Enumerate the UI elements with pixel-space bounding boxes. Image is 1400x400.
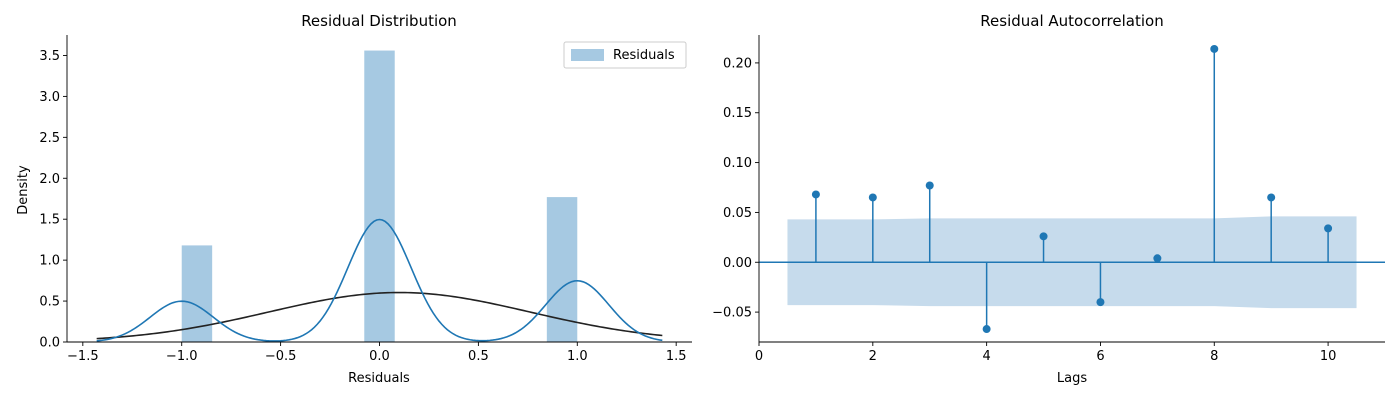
x-tick-label: 4 (982, 349, 990, 364)
histogram-bars (181, 50, 578, 343)
residual-autocorrelation-panel: Residual Autocorrelation 0 2 4 6 8 10 −0.05 0.… (712, 12, 1385, 386)
y-tick-label: 1.5 (39, 213, 60, 228)
chart-title: Residual Distribution (301, 12, 457, 30)
x-tick-label: 0.5 (468, 349, 489, 364)
y-tick-label: 0.20 (723, 56, 752, 71)
stem-marker (1039, 232, 1048, 241)
y-tick-label: 3.0 (39, 90, 60, 105)
x-tick-label: 1.5 (666, 349, 687, 364)
chart-title: Residual Autocorrelation (980, 12, 1163, 30)
histogram-bar (364, 50, 395, 343)
stem-marker (925, 181, 934, 190)
stem-marker (868, 193, 877, 202)
x-tick-label: −0.5 (265, 349, 297, 364)
normal-fit-line (96, 291, 663, 340)
stem-marker (1210, 44, 1219, 53)
density-lines (96, 218, 663, 342)
stem-marker (982, 325, 991, 334)
y-tick-label: 2.0 (39, 172, 60, 187)
y-tick-label: 3.5 (39, 49, 60, 64)
y-axis-ticks: 0.0 0.5 1.0 1.5 2.0 2.5 3.0 3.5 (39, 49, 67, 351)
x-tick-label: 10 (1320, 349, 1337, 364)
x-tick-label: −1.0 (166, 349, 198, 364)
x-tick-label: 2 (869, 349, 877, 364)
y-tick-label: 0.15 (723, 106, 752, 121)
y-tick-label: 0.5 (39, 295, 60, 310)
kde-line (96, 218, 663, 342)
legend-swatch (571, 49, 604, 61)
x-tick-label: 6 (1096, 349, 1104, 364)
x-axis-label: Residuals (348, 371, 410, 386)
stem-marker (1153, 254, 1162, 263)
stem-marker (811, 190, 820, 199)
x-axis-ticks: 0 2 4 6 8 10 (755, 342, 1337, 364)
y-tick-label: 0.00 (723, 256, 752, 271)
x-axis-label: Lags (1057, 371, 1087, 386)
y-axis-ticks: −0.05 0.00 0.05 0.10 0.15 0.20 (712, 56, 759, 321)
x-tick-label: 0.0 (369, 349, 390, 364)
x-tick-label: 1.0 (567, 349, 588, 364)
legend-frame (563, 41, 687, 69)
autocorrelation-stems (759, 44, 1385, 334)
histogram-bar (546, 197, 578, 342)
x-tick-label: 0 (755, 349, 763, 364)
stem-marker (1324, 224, 1333, 233)
stem-marker (1267, 193, 1276, 202)
residual-distribution-panel: Residual Distribution −1.5 −1.0 −0.5 0.0 0.5… (16, 12, 692, 386)
y-axis-label: Density (16, 165, 31, 215)
legend: Residuals (563, 41, 687, 69)
x-tick-label: 8 (1210, 349, 1218, 364)
x-axis-ticks: −1.5 −1.0 −0.5 0.0 0.5 1.0 1.5 (67, 342, 687, 364)
stem-marker (1096, 298, 1105, 307)
y-tick-label: −0.05 (712, 306, 752, 321)
y-tick-label: 0.05 (723, 206, 752, 221)
legend-label: Residuals (613, 48, 675, 63)
y-tick-label: 2.5 (39, 131, 60, 146)
y-tick-label: 0.10 (723, 156, 752, 171)
y-tick-label: 1.0 (39, 254, 60, 269)
x-tick-label: −1.5 (67, 349, 99, 364)
y-tick-label: 0.0 (39, 336, 60, 351)
